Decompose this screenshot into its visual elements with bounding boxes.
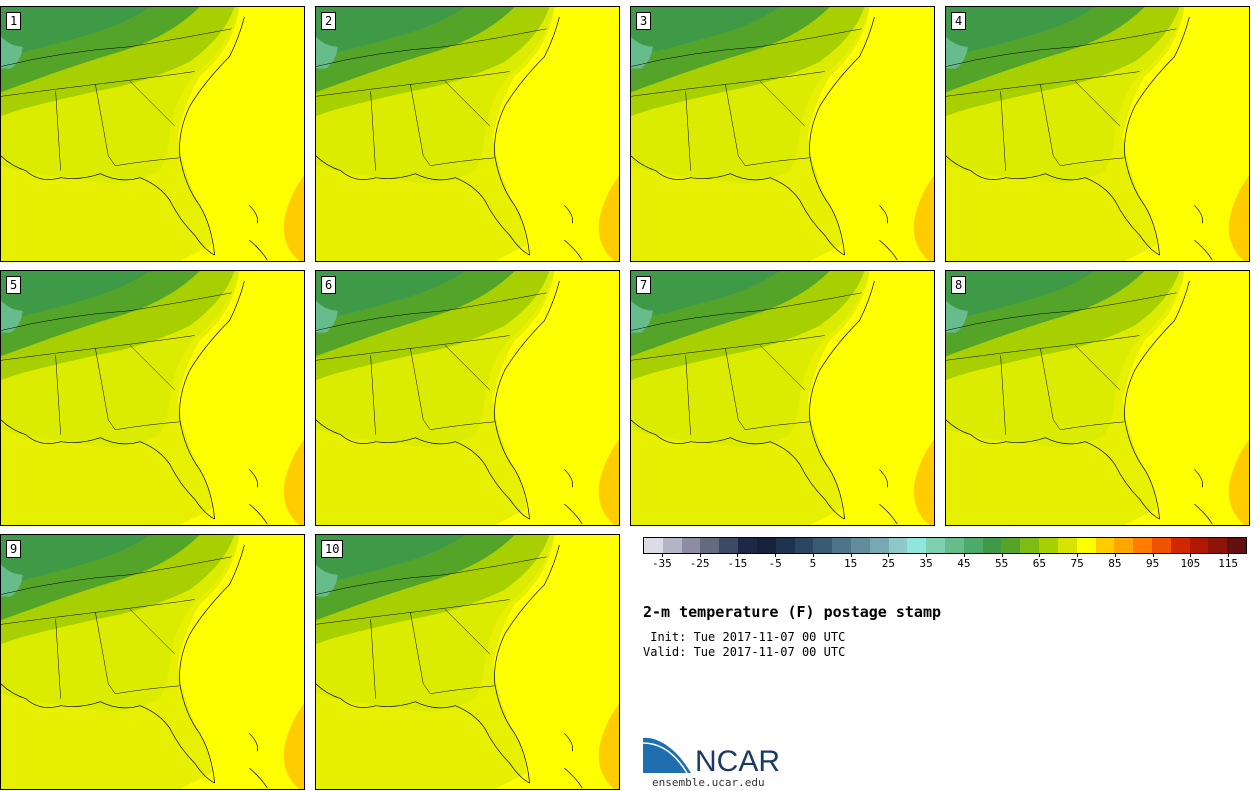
colorbar-tickmark <box>888 553 890 557</box>
colorbar-swatch <box>1057 538 1077 553</box>
colorbar-tick-label: 25 <box>881 557 895 570</box>
colorbar-swatch <box>907 538 927 553</box>
stamp-panel: 1 <box>0 6 305 262</box>
colorbar-tickmark <box>661 553 663 557</box>
stamp-panel-label: 6 <box>321 276 337 294</box>
colorbar-swatch <box>1039 538 1058 553</box>
stamp-panel-label: 10 <box>321 540 344 558</box>
colorbar-swatch <box>1208 538 1228 553</box>
figure-title: 2-m temperature (F) postage stamp <box>643 603 942 621</box>
colorbar-swatch <box>644 538 663 553</box>
colorbar-tick-label: 65 <box>1032 557 1046 570</box>
stamp-panel-label: 2 <box>321 12 337 30</box>
colorbar-swatch <box>1095 538 1115 553</box>
colorbar-tick-label: -15 <box>727 557 748 570</box>
colorbar-swatch <box>982 538 1002 553</box>
stamp-panel: 6 <box>315 270 620 526</box>
colorbar-swatch <box>1189 538 1209 553</box>
stamp-panel-label: 4 <box>951 12 967 30</box>
colorbar-swatch <box>832 538 851 553</box>
colorbar-tickmark <box>1039 553 1041 557</box>
stamp-panel-label: 3 <box>636 12 652 30</box>
colorbar-swatch <box>756 538 776 553</box>
stamp-panel-label: 7 <box>636 276 652 294</box>
colorbar-tickmark <box>1190 553 1192 557</box>
colorbar-swatch <box>662 538 682 553</box>
colorbar-tick-label: 115 <box>1218 557 1239 570</box>
colorbar-swatch <box>1020 538 1040 553</box>
stamp-panel: 3 <box>630 6 935 262</box>
colorbar-swatch <box>926 538 945 553</box>
colorbar-tick-label: 55 <box>995 557 1009 570</box>
colorbar-tickmark <box>1077 553 1079 557</box>
colorbar-tickmark <box>1228 553 1230 557</box>
stamp-panel-label: 5 <box>6 276 22 294</box>
colorbar-tickmark <box>699 553 701 557</box>
stamp-panel: 9 <box>0 534 305 790</box>
logo-url: ensemble.ucar.edu <box>652 776 765 789</box>
colorbar-tick-label: 105 <box>1180 557 1201 570</box>
colorbar-swatch <box>1076 538 1096 553</box>
stamp-panel-label: 9 <box>6 540 22 558</box>
colorbar-tick-label: 15 <box>844 557 858 570</box>
stamp-panel-label: 1 <box>6 12 22 30</box>
colorbar-tickmark <box>850 553 852 557</box>
colorbar-swatch <box>1114 538 1134 553</box>
colorbar-tick-label: 95 <box>1146 557 1160 570</box>
colorbar-tickmark <box>737 553 739 557</box>
stamp-panel-label: 8 <box>951 276 967 294</box>
stamp-panel: 7 <box>630 270 935 526</box>
colorbar-tickmark <box>926 553 928 557</box>
colorbar-tick-label: 75 <box>1070 557 1084 570</box>
colorbar-tickmark <box>775 553 777 557</box>
ncar-logo: NCAR <box>643 735 780 777</box>
stamp-panel: 5 <box>0 270 305 526</box>
stamp-panel: 8 <box>945 270 1250 526</box>
colorbar-tickmark <box>1114 553 1116 557</box>
colorbar-tickmark <box>1152 553 1154 557</box>
colorbar-swatch <box>719 538 739 553</box>
colorbar-tick-label: 85 <box>1108 557 1122 570</box>
temperature-colorbar <box>643 537 1247 554</box>
init-time: Init: Tue 2017-11-07 00 UTC <box>643 630 846 644</box>
colorbar-swatch <box>1133 538 1152 553</box>
colorbar-tickmark <box>963 553 965 557</box>
colorbar-swatch <box>945 538 964 553</box>
colorbar-swatch <box>775 538 795 553</box>
colorbar-swatch <box>794 538 814 553</box>
colorbar-tick-label: -5 <box>768 557 782 570</box>
colorbar-swatch <box>681 538 701 553</box>
colorbar-swatch <box>813 538 833 553</box>
colorbar-swatch <box>1151 538 1171 553</box>
colorbar-swatch <box>700 538 720 553</box>
colorbar-tick-label: 35 <box>919 557 933 570</box>
colorbar-swatch <box>869 538 889 553</box>
colorbar-tickmark <box>812 553 814 557</box>
colorbar-swatch <box>850 538 870 553</box>
colorbar-swatch <box>1170 538 1190 553</box>
colorbar-swatch <box>1227 538 1246 553</box>
stamp-panel: 10 <box>315 534 620 790</box>
colorbar-swatch <box>963 538 983 553</box>
stamp-panel: 4 <box>945 6 1250 262</box>
valid-time: Valid: Tue 2017-11-07 00 UTC <box>643 645 846 659</box>
colorbar-swatch <box>738 538 757 553</box>
colorbar-swatch <box>1001 538 1021 553</box>
colorbar-tick-label: 5 <box>809 557 817 570</box>
colorbar-swatch <box>888 538 908 553</box>
colorbar-tick-label: -35 <box>651 557 672 570</box>
colorbar-tick-label: -25 <box>689 557 710 570</box>
colorbar-tickmark <box>1001 553 1003 557</box>
stamp-panel: 2 <box>315 6 620 262</box>
ncar-wordmark: NCAR <box>695 745 780 777</box>
colorbar-tick-label: 45 <box>957 557 971 570</box>
